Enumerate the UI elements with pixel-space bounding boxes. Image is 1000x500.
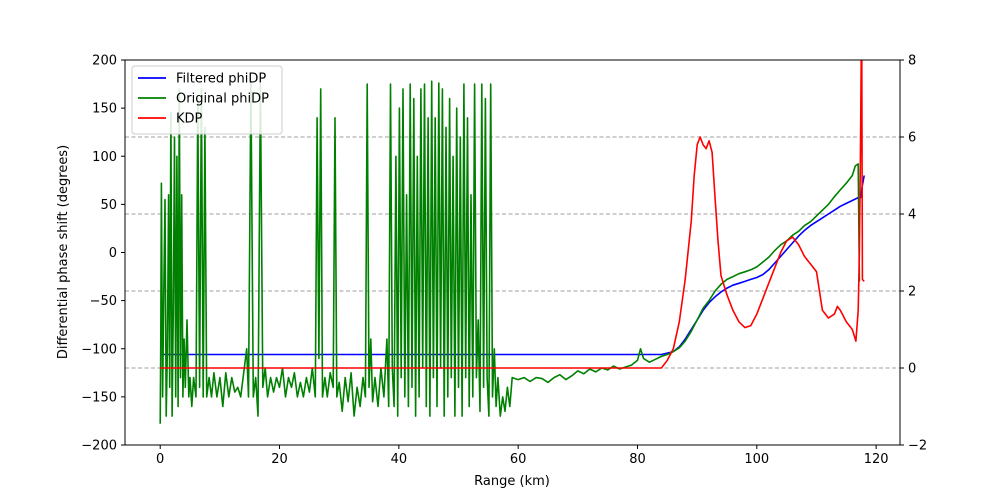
y-tick-label-right: 8 (908, 54, 916, 69)
y-tick-label-right: 4 (908, 208, 916, 223)
y-tick-label: 200 (92, 54, 117, 69)
y-tick-label: 150 (92, 102, 117, 117)
x-axis: 0 20 40 60 80 100 120 (156, 445, 889, 467)
legend-label: Filtered phiDP (176, 72, 266, 87)
y-tick-label: 50 (100, 198, 117, 213)
x-axis-label: Range (km) (474, 474, 550, 489)
series-line-kdp (160, 60, 865, 369)
series-lines (159, 60, 865, 424)
x-tick-label: 120 (864, 452, 889, 467)
x-tick-label: 60 (510, 452, 527, 467)
y-tick-label: −50 (90, 294, 117, 309)
y-tick-label: 0 (109, 246, 117, 261)
y-tick-label-right: 2 (908, 285, 916, 300)
x-tick-label: 80 (629, 452, 646, 467)
series-line-original-phidp (159, 80, 861, 424)
legend: Filtered phiDP Original phiDP KDP (131, 65, 283, 135)
y-axis-label: Differential phase shift (degrees) (56, 145, 71, 359)
legend-label: KDP (176, 112, 203, 127)
x-tick-label: 0 (156, 452, 164, 467)
y-tick-label-right: −2 (908, 439, 927, 454)
legend-label: Original phiDP (176, 92, 269, 107)
y-tick-label-right: 0 (908, 362, 916, 377)
x-tick-label: 100 (744, 452, 769, 467)
x-tick-label: 40 (391, 452, 408, 467)
x-tick-label: 20 (271, 452, 288, 467)
y-tick-label: −150 (81, 390, 117, 405)
y-tick-label-right: 6 (908, 131, 916, 146)
y-tick-label: −100 (81, 342, 117, 357)
y-axis-left: −200 −150 −100 −50 0 50 100 150 200 (81, 54, 125, 454)
y-tick-label: −200 (81, 439, 117, 454)
y-axis-right: −2 0 2 4 6 8 (900, 54, 927, 454)
y-tick-label: 100 (92, 150, 117, 165)
legend-box (131, 65, 283, 135)
